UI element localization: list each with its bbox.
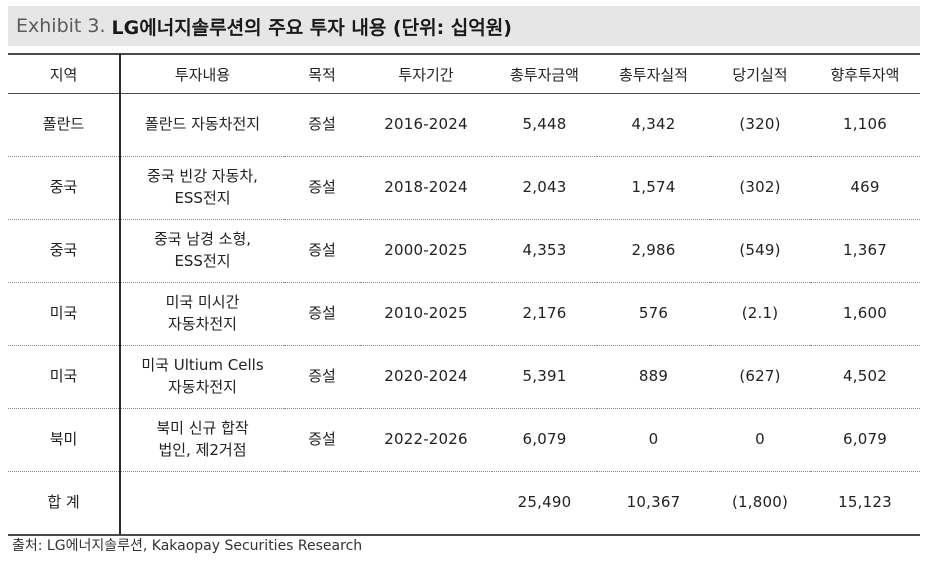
current-actual-cell: (320)	[710, 93, 810, 157]
header-purpose: 목적	[284, 53, 360, 94]
period-cell: 2010-2025	[360, 282, 492, 346]
header-total-amount: 총투자금액	[492, 53, 597, 94]
content-cell: 중국 남경 소형, ESS전지	[120, 219, 284, 283]
content-line: ESS전지	[174, 252, 231, 270]
purpose-cell: 증설	[284, 156, 360, 220]
total-amount-cell: 5,448	[492, 93, 597, 157]
purpose-cell: 증설	[284, 219, 360, 283]
content-line: ESS전지	[174, 189, 231, 207]
header-total-actual: 총투자실적	[597, 53, 710, 94]
content-line: 미국 Ultium Cells	[141, 356, 264, 375]
total-actual-cell: 1,574	[597, 156, 710, 220]
header-content: 투자내용	[120, 53, 284, 94]
table-row: 폴란드 폴란드 자동차전지 증설 2016-2024 5,448 4,342 (…	[8, 93, 920, 157]
content-line: 법인, 제2거점	[158, 441, 247, 459]
header-region: 지역	[8, 53, 121, 94]
future-cell: 1,106	[810, 93, 920, 157]
total-row: 합 계 25,490 10,367 (1,800) 15,123	[8, 471, 920, 536]
region-cell: 중국	[8, 219, 121, 283]
period-cell: 2018-2024	[360, 156, 492, 220]
exhibit-title: LG에너지솔루션의 주요 투자 내용 (단위: 십억원)	[111, 16, 512, 39]
header-current-actual: 당기실적	[710, 53, 810, 94]
total-amount-cell: 6,079	[492, 408, 597, 472]
future-cell: 469	[810, 156, 920, 220]
future-cell: 6,079	[810, 408, 920, 472]
content-line: 자동차전지	[167, 315, 237, 333]
content-cell	[120, 471, 284, 536]
region-cell: 폴란드	[8, 93, 121, 157]
exhibit-number: Exhibit 3.	[16, 15, 106, 37]
total-actual-cell: 0	[597, 408, 710, 472]
purpose-cell	[284, 471, 360, 536]
total-actual-cell: 2,986	[597, 219, 710, 283]
period-cell	[360, 471, 492, 536]
region-cell: 미국	[8, 282, 121, 346]
total-amount-sum: 25,490	[492, 471, 597, 536]
period-cell: 2000-2025	[360, 219, 492, 283]
content-line: 중국 빈강 자동차,	[147, 167, 258, 186]
exhibit-title-bar: Exhibit 3. LG에너지솔루션의 주요 투자 내용 (단위: 십억원)	[8, 6, 920, 46]
total-amount-cell: 2,176	[492, 282, 597, 346]
current-actual-sum: (1,800)	[710, 471, 810, 536]
content-cell: 미국 Ultium Cells 자동차전지	[120, 345, 284, 409]
content-line: 미국 미시간	[165, 293, 240, 312]
current-actual-cell: (2.1)	[710, 282, 810, 346]
total-amount-cell: 5,391	[492, 345, 597, 409]
table-row: 중국 중국 빈강 자동차, ESS전지 증설 2018-2024 2,043 1,…	[8, 156, 920, 220]
total-actual-cell: 889	[597, 345, 710, 409]
content-line: 중국 남경 소형,	[153, 230, 252, 249]
header-row: 지역 투자내용 목적 투자기간 총투자금액 총투자실적 당기실적 향후투자액	[8, 53, 920, 94]
table-row: 중국 중국 남경 소형, ESS전지 증설 2000-2025 4,353 2,9…	[8, 219, 920, 283]
investment-table: 지역 투자내용 목적 투자기간 총투자금액 총투자실적 당기실적 향후투자액 폴…	[8, 53, 920, 536]
region-cell: 북미	[8, 408, 121, 472]
total-amount-cell: 2,043	[492, 156, 597, 220]
source-note: 출처: LG에너지솔루션, Kakaopay Securities Resear…	[12, 538, 363, 554]
region-cell: 미국	[8, 345, 121, 409]
total-label: 합 계	[8, 471, 121, 536]
region-cell: 중국	[8, 156, 121, 220]
current-actual-cell: (302)	[710, 156, 810, 220]
content-cell: 폴란드 자동차전지	[120, 93, 284, 157]
current-actual-cell: (627)	[710, 345, 810, 409]
purpose-cell: 증설	[284, 93, 360, 157]
future-sum: 15,123	[810, 471, 920, 536]
future-cell: 4,502	[810, 345, 920, 409]
table-row: 미국 미국 Ultium Cells 자동차전지 증설 2020-2024 5,3…	[8, 345, 920, 409]
content-line: 폴란드 자동차전지	[144, 115, 261, 134]
current-actual-cell: 0	[710, 408, 810, 472]
purpose-cell: 증설	[284, 408, 360, 472]
content-line: 자동차전지	[167, 378, 237, 396]
purpose-cell: 증설	[284, 345, 360, 409]
period-cell: 2022-2026	[360, 408, 492, 472]
period-cell: 2020-2024	[360, 345, 492, 409]
current-actual-cell: (549)	[710, 219, 810, 283]
header-period: 투자기간	[360, 53, 492, 94]
content-line: 북미 신규 합작	[156, 419, 249, 438]
total-actual-sum: 10,367	[597, 471, 710, 536]
total-amount-cell: 4,353	[492, 219, 597, 283]
total-actual-cell: 4,342	[597, 93, 710, 157]
purpose-cell: 증설	[284, 282, 360, 346]
period-cell: 2016-2024	[360, 93, 492, 157]
future-cell: 1,600	[810, 282, 920, 346]
total-actual-cell: 576	[597, 282, 710, 346]
header-future: 향후투자액	[810, 53, 920, 94]
content-cell: 중국 빈강 자동차, ESS전지	[120, 156, 284, 220]
future-cell: 1,367	[810, 219, 920, 283]
